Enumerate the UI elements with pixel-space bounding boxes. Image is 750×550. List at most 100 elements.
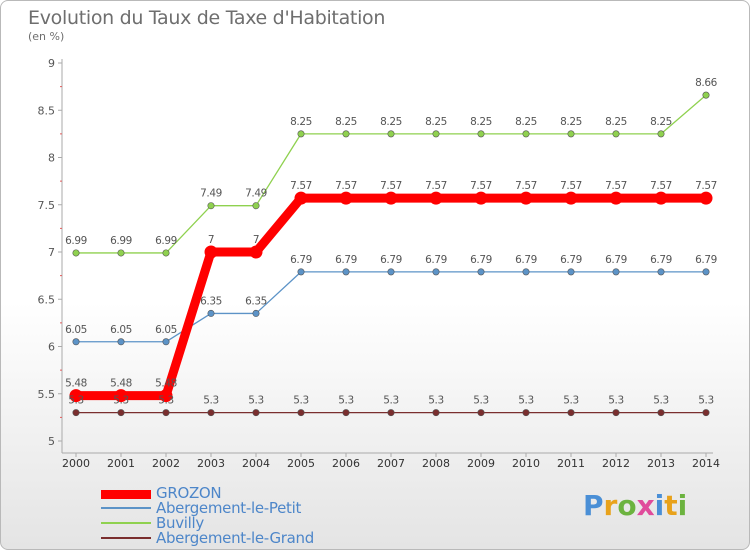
data-point — [522, 268, 530, 276]
data-label: 5.3 — [383, 395, 399, 407]
data-label: 8.25 — [560, 116, 582, 128]
y-tick-label: 7 — [48, 246, 55, 259]
legend-item-buvilly: Buvilly — [101, 514, 361, 532]
data-point — [612, 268, 620, 276]
data-label: 7.57 — [335, 180, 357, 192]
x-tick-label: 2009 — [467, 457, 495, 470]
data-point — [117, 409, 125, 417]
data-label: 7.57 — [425, 180, 447, 192]
data-label: 5.3 — [698, 395, 714, 407]
data-label: 6.99 — [65, 235, 87, 247]
data-point — [72, 409, 80, 417]
data-label: 6.79 — [380, 254, 402, 266]
data-label: 7.57 — [380, 180, 402, 192]
y-tick-label: 7.5 — [38, 199, 56, 212]
proxiti-logo: Proxiti — [583, 489, 687, 522]
x-tick-label: 2001 — [107, 457, 135, 470]
data-point — [69, 389, 83, 403]
data-label: 6.79 — [695, 254, 717, 266]
data-label: 6.99 — [110, 235, 132, 247]
data-label: 8.25 — [650, 116, 672, 128]
data-label: 7.57 — [470, 180, 492, 192]
legend-swatch-grozon — [101, 490, 151, 499]
logo-letter: o — [617, 489, 637, 522]
legend-swatch-abergement-le-petit — [101, 507, 151, 509]
x-tick-label: 2011 — [557, 457, 585, 470]
data-label: 7.57 — [650, 180, 672, 192]
data-point — [474, 191, 488, 205]
legend-label-abergement-le-grand: Abergement-le-Grand — [156, 529, 314, 547]
data-point — [432, 130, 440, 138]
logo-letter: x — [636, 489, 655, 522]
legend-item-abergement-le-petit: Abergement-le-Petit — [101, 499, 361, 517]
data-point — [249, 245, 263, 259]
data-label: 8.66 — [695, 77, 717, 89]
data-point — [429, 191, 443, 205]
legend-item-abergement-le-grand: Abergement-le-Grand — [101, 529, 361, 547]
data-label: 5.3 — [338, 395, 354, 407]
data-label: 6.79 — [650, 254, 672, 266]
data-label: 6.05 — [110, 324, 132, 336]
series-line-0 — [71, 193, 711, 401]
data-label: 5.48 — [110, 378, 132, 390]
data-point — [297, 130, 305, 138]
data-point — [162, 338, 170, 346]
legend-label-buvilly: Buvilly — [156, 514, 204, 532]
logo-letter: i — [677, 489, 688, 522]
x-tick-label: 2004 — [242, 457, 270, 470]
data-point — [612, 130, 620, 138]
data-point — [342, 130, 350, 138]
x-tick-label: 2000 — [62, 457, 90, 470]
data-label: 5.3 — [113, 395, 129, 407]
y-tick-label: 5.5 — [38, 388, 56, 401]
data-label: 5.3 — [518, 395, 534, 407]
data-point — [207, 409, 215, 417]
x-tick-label: 2008 — [422, 457, 450, 470]
data-point — [432, 268, 440, 276]
data-label: 6.79 — [605, 254, 627, 266]
data-label: 5.48 — [155, 378, 177, 390]
data-point — [207, 202, 215, 210]
data-point — [252, 202, 260, 210]
data-label: 6.35 — [200, 295, 222, 307]
data-point — [477, 409, 485, 417]
data-label: 7 — [253, 234, 259, 246]
data-label: 5.3 — [248, 395, 264, 407]
x-tick-label: 2007 — [377, 457, 405, 470]
data-label: 5.3 — [203, 395, 219, 407]
data-label: 6.79 — [335, 254, 357, 266]
y-tick-label: 8.5 — [38, 104, 56, 117]
data-point — [654, 191, 668, 205]
data-label: 5.3 — [68, 395, 84, 407]
data-point — [117, 249, 125, 257]
data-label: 7.57 — [560, 180, 582, 192]
data-point — [702, 409, 710, 417]
chart-legend: GROZON Abergement-le-Petit Buvilly Aberg… — [101, 484, 361, 547]
logo-letter: t — [664, 489, 678, 522]
x-tick-label: 2005 — [287, 457, 315, 470]
y-tick-label: 6 — [48, 341, 55, 354]
data-label: 5.3 — [473, 395, 489, 407]
chart-title: Evolution du Taux de Taxe d'Habitation — [28, 7, 386, 29]
data-label: 6.05 — [155, 324, 177, 336]
legend-swatch-abergement-le-grand — [101, 537, 151, 539]
y-tick-label: 6.5 — [38, 293, 56, 306]
data-label: 5.3 — [653, 395, 669, 407]
data-point — [477, 268, 485, 276]
data-label: 8.25 — [470, 116, 492, 128]
x-tick-label: 2014 — [692, 457, 720, 470]
x-tick-label: 2013 — [647, 457, 675, 470]
data-point — [294, 191, 308, 205]
x-tick-label: 2012 — [602, 457, 630, 470]
data-point — [204, 245, 218, 259]
data-point — [114, 389, 128, 403]
data-point — [162, 249, 170, 257]
y-tick-label: 9 — [48, 57, 55, 70]
data-label: 8.25 — [290, 116, 312, 128]
data-point — [522, 409, 530, 417]
data-label: 5.3 — [158, 395, 174, 407]
data-label: 7.49 — [245, 188, 267, 200]
data-label: 6.35 — [245, 295, 267, 307]
data-label: 6.99 — [155, 235, 177, 247]
data-point — [207, 309, 215, 317]
